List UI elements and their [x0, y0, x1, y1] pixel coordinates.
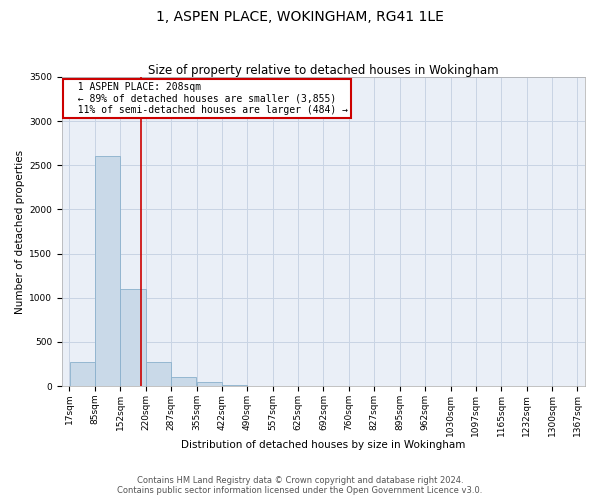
- Bar: [171, 377, 196, 386]
- Text: 1 ASPEN PLACE: 208sqm
  ← 89% of detached houses are smaller (3,855)
  11% of se: 1 ASPEN PLACE: 208sqm ← 89% of detached …: [65, 82, 347, 115]
- Bar: [121, 289, 146, 386]
- Bar: [146, 362, 171, 386]
- Title: Size of property relative to detached houses in Wokingham: Size of property relative to detached ho…: [148, 64, 499, 77]
- Y-axis label: Number of detached properties: Number of detached properties: [15, 150, 25, 314]
- Bar: [95, 156, 120, 386]
- X-axis label: Distribution of detached houses by size in Wokingham: Distribution of detached houses by size …: [181, 440, 466, 450]
- Bar: [222, 385, 247, 386]
- Text: Contains HM Land Registry data © Crown copyright and database right 2024.
Contai: Contains HM Land Registry data © Crown c…: [118, 476, 482, 495]
- Text: 1, ASPEN PLACE, WOKINGHAM, RG41 1LE: 1, ASPEN PLACE, WOKINGHAM, RG41 1LE: [156, 10, 444, 24]
- Bar: [197, 382, 222, 386]
- Bar: [70, 362, 95, 386]
